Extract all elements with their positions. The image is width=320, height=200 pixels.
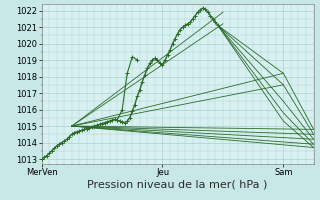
X-axis label: Pression niveau de la mer( hPa ): Pression niveau de la mer( hPa ) xyxy=(87,180,268,190)
